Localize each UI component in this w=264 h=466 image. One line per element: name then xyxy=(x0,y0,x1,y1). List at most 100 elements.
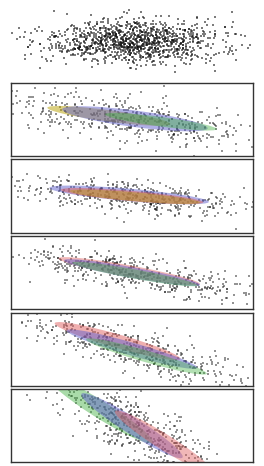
Point xyxy=(177,434,181,442)
Point xyxy=(143,35,147,42)
Point xyxy=(134,437,138,444)
Point xyxy=(129,122,133,129)
Point xyxy=(122,30,127,38)
Point xyxy=(104,406,109,414)
Point xyxy=(117,30,121,37)
Point xyxy=(119,414,123,421)
Point xyxy=(95,20,99,27)
Point xyxy=(126,43,130,50)
Point xyxy=(80,338,84,346)
Point xyxy=(166,42,170,49)
Point xyxy=(158,54,162,62)
Point xyxy=(156,342,161,350)
Point xyxy=(65,27,69,34)
Point xyxy=(117,40,121,47)
Point xyxy=(164,92,168,99)
Point xyxy=(154,128,158,136)
Point xyxy=(96,37,101,45)
Point xyxy=(182,37,186,45)
Point xyxy=(112,255,116,263)
Point xyxy=(175,123,179,130)
Point xyxy=(58,181,62,188)
Point xyxy=(144,272,149,280)
Point xyxy=(28,182,32,190)
Point xyxy=(114,114,119,121)
Point xyxy=(140,345,145,353)
Point xyxy=(155,211,159,219)
Point xyxy=(172,423,177,430)
Point xyxy=(109,404,113,412)
Point xyxy=(151,33,155,40)
Point xyxy=(161,36,165,43)
Point xyxy=(156,425,160,432)
Point xyxy=(39,119,43,126)
Point xyxy=(155,187,159,194)
Point xyxy=(145,431,150,438)
Point xyxy=(134,343,138,350)
Point xyxy=(171,434,175,441)
Point xyxy=(115,258,119,266)
Point xyxy=(149,197,153,205)
Point xyxy=(109,426,114,433)
Point xyxy=(92,277,96,285)
Point xyxy=(116,122,121,129)
Point xyxy=(167,447,171,454)
Point xyxy=(75,103,79,110)
Point xyxy=(172,196,176,204)
Point xyxy=(135,27,139,35)
Point xyxy=(10,29,14,36)
Point xyxy=(148,50,152,57)
Point xyxy=(65,277,69,284)
Point xyxy=(251,199,255,206)
Point xyxy=(145,38,150,46)
Point xyxy=(263,48,264,55)
Point xyxy=(151,356,155,363)
Point xyxy=(22,255,26,262)
Point xyxy=(90,326,94,334)
Point xyxy=(114,31,118,39)
Point xyxy=(191,198,195,205)
Point xyxy=(130,44,134,52)
Point xyxy=(178,195,182,202)
Point xyxy=(146,177,150,184)
Point xyxy=(139,33,143,40)
Point xyxy=(39,250,43,257)
Point xyxy=(58,182,63,190)
Point xyxy=(122,421,126,428)
Point xyxy=(108,113,112,121)
Point xyxy=(130,259,134,267)
Point xyxy=(82,38,86,45)
Point xyxy=(98,116,102,123)
Point xyxy=(103,331,107,339)
Point xyxy=(175,426,179,433)
Point xyxy=(87,21,91,28)
Point xyxy=(104,259,108,266)
Point xyxy=(161,439,165,446)
Point xyxy=(190,32,194,39)
Point xyxy=(222,282,226,289)
Point xyxy=(56,264,60,271)
Point xyxy=(105,192,109,199)
Point xyxy=(107,256,112,263)
Point xyxy=(120,178,124,185)
Point xyxy=(111,111,115,118)
Point xyxy=(177,34,182,42)
Point xyxy=(88,42,93,50)
Point xyxy=(117,203,122,211)
Point xyxy=(167,377,172,384)
Point xyxy=(123,40,128,48)
Point xyxy=(239,384,243,391)
Point xyxy=(87,31,91,39)
Point xyxy=(44,175,48,182)
Point xyxy=(56,41,61,48)
Point xyxy=(147,191,151,198)
Point xyxy=(93,39,97,46)
Point xyxy=(76,192,80,199)
Point xyxy=(99,87,103,94)
Point xyxy=(133,36,137,44)
Point xyxy=(67,191,71,199)
Point xyxy=(68,380,72,387)
Point xyxy=(106,38,110,45)
Point xyxy=(113,39,117,47)
Point xyxy=(104,100,108,107)
